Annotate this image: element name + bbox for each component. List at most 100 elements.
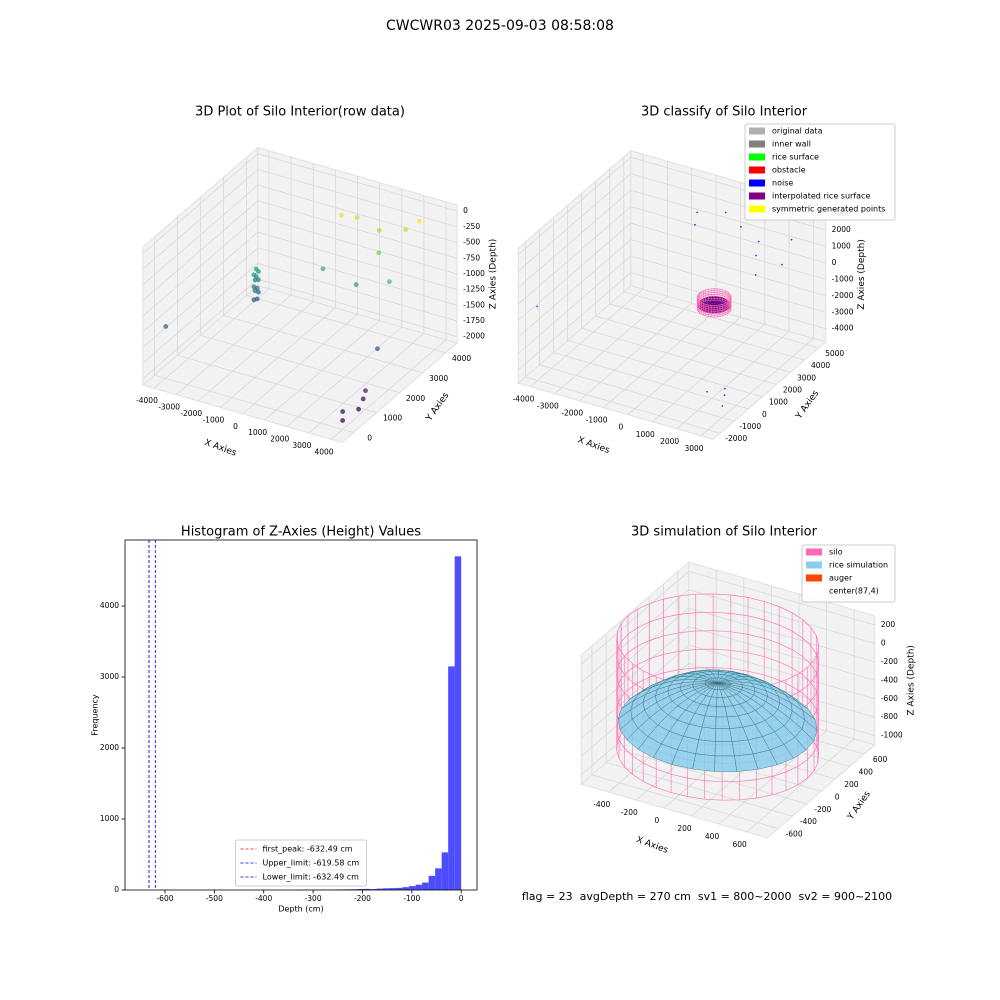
grid-line [700, 203, 814, 437]
point [339, 212, 344, 218]
point [375, 346, 380, 352]
surface-cell [714, 755, 738, 772]
z-tick-label: -2000 [832, 291, 854, 300]
z-tick-label: -1750 [463, 316, 485, 325]
grid-line [518, 239, 826, 338]
legend-label: Upper_limit: -619.58 cm [263, 859, 360, 868]
bar [396, 887, 403, 890]
z-tick-label: -800 [881, 712, 898, 721]
z-tick-label: -500 [463, 238, 480, 247]
point [706, 390, 708, 393]
y-tick-label: 1000 [100, 814, 119, 823]
bar [435, 868, 442, 890]
y-tick-label: 3000 [429, 374, 448, 383]
x-tick-label: 1000 [248, 428, 267, 437]
point [320, 266, 326, 272]
point [403, 227, 409, 232]
grid-line [623, 156, 819, 349]
bar [369, 889, 377, 890]
grid-line [530, 154, 644, 387]
grid-line [518, 272, 826, 371]
grid-line [525, 242, 721, 434]
point [252, 277, 258, 283]
bar [409, 886, 416, 890]
x-tick-label: 3000 [292, 441, 311, 450]
y-tick-label: 2000 [100, 743, 119, 752]
chart-title: 3D classify of Silo Interior [641, 105, 808, 120]
point [790, 238, 793, 241]
z-tick-label: 0 [832, 258, 837, 267]
legend-label: inner wall [772, 140, 811, 149]
y-tick-label: -600 [786, 830, 803, 839]
point [251, 297, 257, 303]
y-tick-label: -200 [814, 805, 831, 814]
legend-swatch [749, 153, 765, 161]
figure-title: CWCWR03 2025-09-03 08:58:08 [386, 18, 614, 34]
bar [383, 888, 390, 890]
grid-line [330, 201, 447, 440]
z-tick-label: -1500 [463, 300, 485, 309]
point [757, 240, 760, 243]
z-tick-label: 200 [881, 620, 896, 629]
x-tick-label: -1000 [202, 415, 224, 424]
y-tick-label: 400 [859, 768, 874, 777]
bar [448, 666, 455, 890]
x-tick-label: -500 [206, 894, 223, 903]
point [386, 279, 392, 285]
grid-line [175, 157, 292, 395]
surface-cell [698, 726, 717, 742]
bar [415, 884, 423, 890]
z-tick-label: 1000 [832, 241, 851, 250]
point [363, 388, 368, 394]
point [353, 282, 359, 288]
grid-line [153, 150, 270, 389]
legend-swatch [749, 192, 765, 200]
surface-cell [712, 308, 717, 312]
y-tick-label: 2000 [406, 394, 425, 403]
grid-line [197, 163, 314, 402]
legend-swatch [749, 166, 765, 174]
grid-line [142, 153, 458, 254]
grid-line [518, 222, 826, 321]
legend-label: auger [829, 574, 853, 583]
z-tick-label: 0 [463, 206, 468, 215]
point [354, 215, 360, 220]
x-tick-label: 2000 [660, 437, 679, 446]
z-tick-label: -1000 [881, 731, 903, 740]
x-tick-label: -3000 [537, 402, 559, 411]
x-tick-label: 600 [732, 840, 747, 849]
point [536, 305, 539, 308]
surface-cell [715, 716, 730, 729]
point [256, 269, 261, 274]
grid-line [142, 231, 458, 333]
z-tick-label: -200 [881, 657, 898, 666]
annotation: flag = 23 avgDepth = 270 cm sv1 = 800~20… [522, 890, 892, 903]
grid-line [676, 196, 790, 430]
point [356, 406, 362, 412]
grid-line [718, 601, 827, 825]
chart-title: Histogram of Z-Axies (Height) Values [181, 525, 421, 540]
y-tick-label: 0 [835, 792, 840, 801]
x-tick-label: -2000 [180, 409, 202, 418]
z-tick-label: -1250 [463, 285, 485, 294]
point [755, 254, 758, 257]
y-axis-label: Frequency [91, 694, 100, 736]
x-tick-label: -4000 [513, 395, 535, 404]
y-tick-label: 4000 [811, 361, 830, 370]
x-tick-label: 2000 [270, 435, 289, 444]
point [340, 409, 346, 414]
chart-title: 3D simulation of Silo Interior [631, 525, 818, 540]
x-tick-label: -3000 [158, 403, 180, 412]
z-axis-label: Z Axies (Depth) [857, 239, 867, 310]
z-tick-label: 0 [881, 638, 886, 647]
grid-line [518, 189, 826, 288]
plot-frame [124, 539, 478, 891]
legend-box [801, 544, 896, 603]
y-tick-label: -1000 [739, 422, 761, 431]
y-tick-label: 0 [367, 434, 372, 443]
x-tick-label: -400 [593, 800, 610, 809]
point [256, 289, 261, 295]
grid-line [620, 621, 807, 805]
z-axis-label: Z Axies (Depth) [489, 239, 499, 310]
z-tick-label: -4000 [832, 324, 854, 333]
